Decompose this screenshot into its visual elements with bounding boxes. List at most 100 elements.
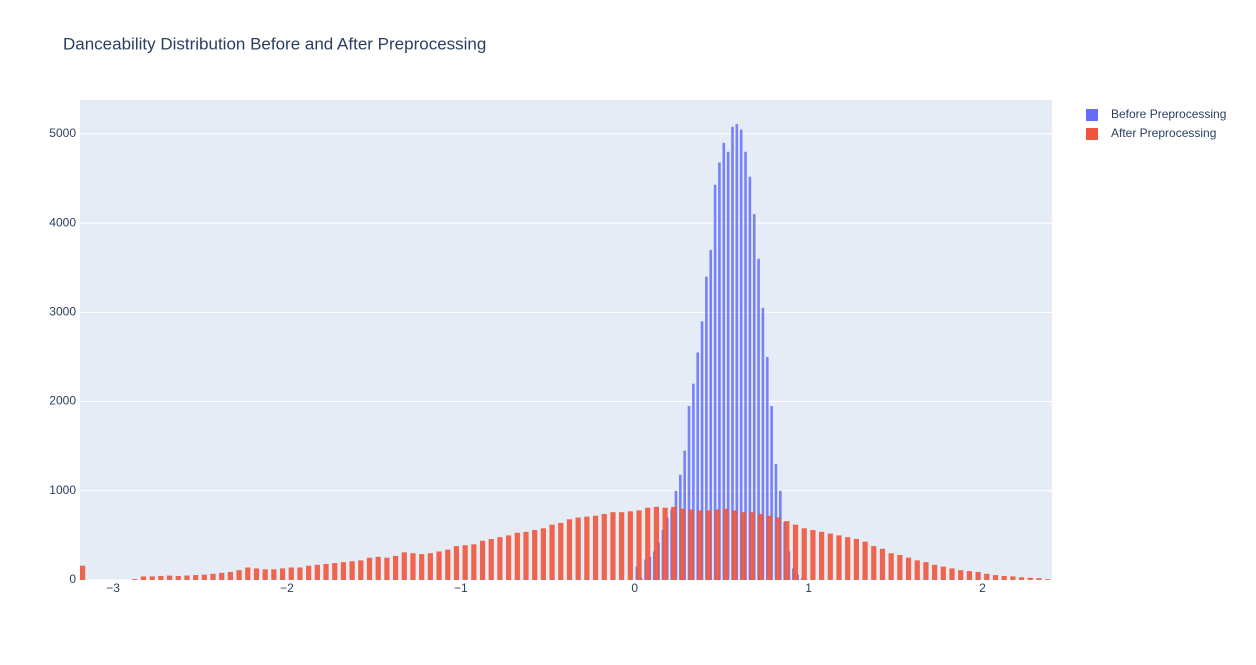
- bar: [184, 576, 189, 580]
- bar: [141, 576, 146, 580]
- bar: [706, 510, 711, 580]
- bar: [428, 553, 433, 580]
- y-tick-label: 3000: [49, 305, 76, 319]
- bar: [445, 550, 450, 580]
- bar: [350, 561, 355, 580]
- bar: [1045, 579, 1050, 580]
- bar: [289, 568, 294, 580]
- bar: [471, 544, 476, 580]
- plot-area: [80, 100, 1052, 580]
- x-tick-label: 2: [979, 581, 986, 595]
- bar: [228, 572, 233, 580]
- bar: [993, 575, 998, 580]
- bar: [949, 568, 954, 580]
- bar: [697, 510, 702, 580]
- bar: [497, 537, 502, 580]
- bar: [889, 553, 894, 580]
- bar: [515, 533, 520, 580]
- bar: [932, 565, 937, 580]
- bar: [271, 569, 276, 580]
- bar: [845, 537, 850, 580]
- bar: [245, 568, 250, 580]
- bar: [393, 556, 398, 580]
- bar: [671, 507, 676, 580]
- chart-title: Danceability Distribution Before and Aft…: [63, 34, 486, 53]
- bar: [549, 525, 554, 580]
- bar: [862, 542, 867, 580]
- bar: [1002, 576, 1007, 580]
- y-tick-label: 1000: [49, 483, 76, 497]
- bar: [941, 567, 946, 580]
- bar: [810, 530, 815, 580]
- bar: [410, 553, 415, 580]
- bar: [749, 512, 754, 580]
- bar: [367, 558, 372, 580]
- bar: [828, 534, 833, 580]
- bar: [784, 521, 789, 580]
- bar: [158, 576, 163, 580]
- bar: [436, 551, 441, 580]
- bar: [680, 509, 685, 580]
- bar: [619, 512, 624, 580]
- y-tick-label: 0: [69, 572, 76, 586]
- x-tick-label: −3: [106, 581, 120, 595]
- bar: [897, 555, 902, 580]
- bar: [906, 558, 911, 580]
- bar: [793, 525, 798, 580]
- bar: [210, 574, 215, 580]
- bar: [315, 565, 320, 580]
- legend-swatch: [1086, 128, 1098, 140]
- bar: [767, 516, 772, 580]
- bar: [871, 546, 876, 580]
- bar: [593, 516, 598, 580]
- bar: [923, 562, 928, 580]
- bar: [541, 528, 546, 580]
- bar: [80, 566, 85, 580]
- bar: [167, 576, 172, 580]
- bar: [193, 575, 198, 580]
- bar: [323, 564, 328, 580]
- bar: [723, 509, 728, 580]
- bar: [636, 510, 641, 580]
- bar: [376, 557, 381, 580]
- bar: [663, 508, 668, 580]
- bar: [506, 535, 511, 580]
- bar: [332, 563, 337, 580]
- bar: [236, 570, 241, 580]
- bar: [854, 539, 859, 580]
- bar: [967, 571, 972, 580]
- bar: [419, 554, 424, 580]
- bar: [532, 530, 537, 580]
- bar: [819, 532, 824, 580]
- bar: [150, 576, 155, 580]
- bar: [741, 512, 746, 580]
- bar: [297, 568, 302, 580]
- bar: [628, 511, 633, 580]
- legend-swatch: [1086, 109, 1098, 121]
- bar: [689, 510, 694, 580]
- bar: [489, 539, 494, 580]
- legend-label: After Preprocessing: [1111, 126, 1216, 140]
- bar: [384, 558, 389, 580]
- bar: [758, 514, 763, 580]
- bar: [454, 546, 459, 580]
- bar: [402, 552, 407, 580]
- bar: [254, 568, 259, 580]
- bar: [576, 518, 581, 580]
- bar: [219, 573, 224, 580]
- bar: [480, 541, 485, 580]
- bar: [584, 517, 589, 580]
- bar: [732, 510, 737, 580]
- bar: [202, 575, 207, 580]
- bar: [567, 519, 572, 580]
- bar: [176, 576, 181, 580]
- bar: [880, 549, 885, 580]
- y-tick-label: 4000: [49, 215, 76, 229]
- x-tick-label: −2: [280, 581, 294, 595]
- y-tick-label: 5000: [49, 126, 76, 140]
- bar: [341, 562, 346, 580]
- bar: [836, 535, 841, 580]
- bar: [645, 508, 650, 580]
- bar: [1028, 578, 1033, 580]
